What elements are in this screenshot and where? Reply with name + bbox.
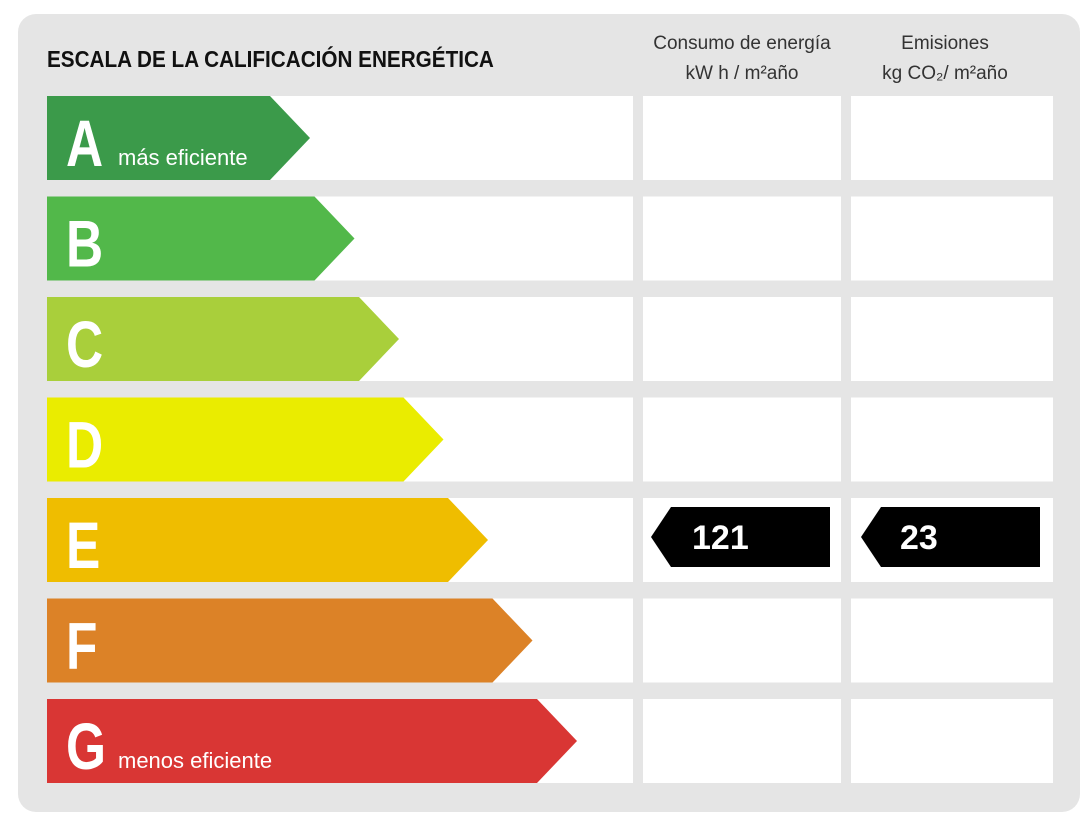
rating-arrow <box>47 699 577 783</box>
column-unit: kg CO₂/ m²año <box>882 63 1008 84</box>
emisiones-cell <box>851 297 1053 381</box>
emisiones-cell <box>851 96 1053 180</box>
rating-letter: C <box>66 307 103 382</box>
rating-letter: B <box>66 206 103 281</box>
consumo-cell <box>643 699 841 783</box>
rating-arrow <box>47 598 533 683</box>
column-header: Consumo de energía <box>653 33 831 54</box>
consumo-cell <box>643 96 841 180</box>
rating-letter: D <box>66 407 103 482</box>
rating-arrow <box>47 96 310 180</box>
column-header: Emisiones <box>901 33 989 54</box>
rating-arrow <box>47 498 488 582</box>
rating-arrow <box>47 397 444 482</box>
consumo-cell <box>643 598 841 683</box>
rating-arrow <box>47 297 399 381</box>
rating-letter: E <box>66 508 100 583</box>
rating-arrow <box>47 196 355 281</box>
consumo-cell <box>643 397 841 482</box>
emisiones-value: 23 <box>900 519 938 557</box>
emisiones-cell <box>851 196 1053 281</box>
rating-label: menos eficiente <box>118 748 272 773</box>
emisiones-cell <box>851 397 1053 482</box>
value-arrow <box>651 507 830 567</box>
consumo-cell <box>643 196 841 281</box>
rating-label: más eficiente <box>118 145 248 170</box>
consumo-cell <box>643 297 841 381</box>
emisiones-cell <box>851 699 1053 783</box>
title: ESCALA DE LA CALIFICACIÓN ENERGÉTICA <box>47 46 494 72</box>
column-unit: kW h / m²año <box>686 63 799 84</box>
emisiones-cell <box>851 598 1053 683</box>
rating-letter: F <box>66 608 97 683</box>
rating-letter: G <box>66 709 106 784</box>
rating-letter: A <box>66 106 103 181</box>
consumo-value: 121 <box>692 519 749 557</box>
value-arrow <box>861 507 1040 567</box>
